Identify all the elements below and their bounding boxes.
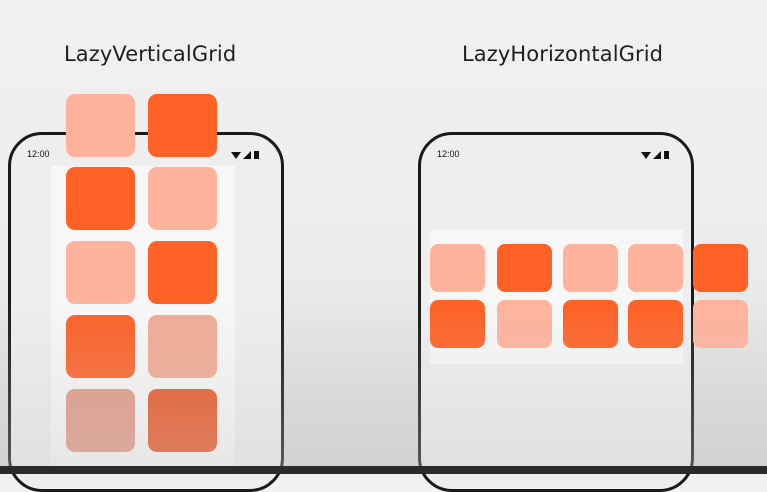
status-bar: 12:00 — [421, 149, 691, 163]
vertical-grid-item — [66, 167, 135, 230]
battery-icon — [664, 151, 669, 159]
horizontal-grid-item — [497, 300, 552, 348]
horizontal-grid-title: LazyHorizontalGrid — [462, 42, 664, 66]
wifi-icon — [231, 152, 241, 159]
status-bar: 12:00 — [11, 149, 281, 163]
vertical-grid-item — [66, 241, 135, 304]
vertical-grid-item — [66, 94, 135, 157]
vertical-grid-item — [66, 389, 135, 452]
vertical-grid-item — [148, 94, 217, 157]
horizontal-grid-item — [693, 300, 748, 348]
battery-icon — [254, 151, 259, 159]
status-time: 12:00 — [437, 149, 460, 159]
cellular-icon — [653, 151, 661, 159]
vertical-grid-item — [148, 241, 217, 304]
horizontal-grid-item — [693, 244, 748, 292]
vertical-grid-item — [66, 315, 135, 378]
video-bottom-bar — [0, 466, 767, 474]
status-time: 12:00 — [27, 149, 50, 159]
horizontal-grid-item — [628, 244, 683, 292]
horizontal-grid-item — [430, 300, 485, 348]
horizontal-grid-item — [628, 300, 683, 348]
system-status-icons — [231, 151, 259, 159]
vertical-grid-item — [148, 167, 217, 230]
vertical-grid-item — [148, 315, 217, 378]
horizontal-grid-item — [430, 244, 485, 292]
cellular-icon — [243, 151, 251, 159]
wifi-icon — [641, 152, 651, 159]
horizontal-grid-item — [497, 244, 552, 292]
horizontal-grid-item — [563, 244, 618, 292]
vertical-grid-item — [148, 389, 217, 452]
horizontal-grid-item — [563, 300, 618, 348]
system-status-icons — [641, 151, 669, 159]
vertical-grid-title: LazyVerticalGrid — [64, 42, 237, 66]
